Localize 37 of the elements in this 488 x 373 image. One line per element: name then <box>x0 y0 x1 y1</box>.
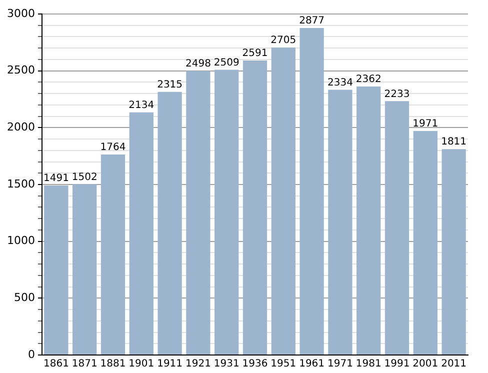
x-tick-label: 1971 <box>327 358 353 370</box>
y-tick-label: 2500 <box>6 64 35 77</box>
data-label: 1971 <box>412 118 438 130</box>
x-tick-label: 1921 <box>185 358 211 370</box>
x-tick-label: 1991 <box>384 358 410 370</box>
data-label: 1764 <box>100 142 126 154</box>
x-tick-label: 1936 <box>242 358 268 370</box>
data-label: 2334 <box>327 77 353 88</box>
data-label: 2877 <box>299 16 325 27</box>
data-label: 2509 <box>214 57 240 68</box>
y-tick-label: 0 <box>28 348 35 361</box>
x-tick-label: 1951 <box>270 358 296 370</box>
y-tick-label: 1000 <box>6 234 35 248</box>
y-tick-label: 1500 <box>6 177 35 190</box>
y-tick-label: 500 <box>14 291 35 304</box>
x-tick-label: 1961 <box>299 358 325 370</box>
data-label: 1491 <box>43 173 69 184</box>
x-tick-label: 1881 <box>100 358 126 370</box>
data-label: 1811 <box>441 136 467 148</box>
data-label: 2315 <box>157 79 183 90</box>
data-label: 2591 <box>242 48 268 60</box>
y-tick-label: 3000 <box>6 6 35 20</box>
x-tick-label: 1981 <box>356 358 382 370</box>
x-tick-label: 1931 <box>214 358 240 370</box>
data-label: 2362 <box>356 74 382 86</box>
x-tick-label: 1861 <box>43 358 69 370</box>
x-tick-label: 1901 <box>128 358 154 370</box>
data-label: 2705 <box>270 35 296 46</box>
x-tick-label: 2001 <box>412 358 438 370</box>
data-label: 2134 <box>128 100 154 112</box>
x-tick-label: 2011 <box>441 358 467 370</box>
data-label: 2498 <box>185 58 211 70</box>
x-tick-label: 1871 <box>72 358 98 370</box>
data-label: 2233 <box>384 88 410 100</box>
x-tick-label: 1911 <box>157 358 183 370</box>
y-tick-label: 2000 <box>6 120 35 134</box>
data-label: 1502 <box>72 172 98 183</box>
